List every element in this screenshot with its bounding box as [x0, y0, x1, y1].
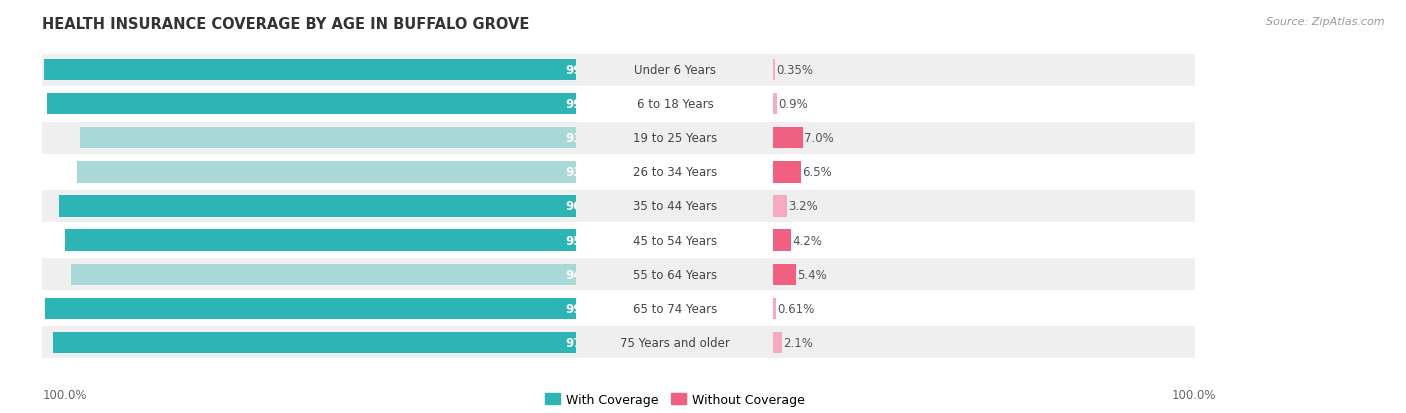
Legend: With Coverage, Without Coverage: With Coverage, Without Coverage	[540, 388, 810, 411]
Bar	[773, 60, 775, 81]
Bar	[42, 223, 576, 257]
Bar	[45, 298, 576, 319]
Bar	[773, 121, 1195, 156]
Bar	[42, 190, 576, 223]
Bar	[576, 121, 773, 156]
Text: 55 to 64 Years: 55 to 64 Years	[633, 268, 717, 281]
Bar	[576, 223, 773, 257]
Bar	[42, 325, 576, 359]
Bar	[773, 54, 1195, 88]
Bar	[773, 230, 792, 251]
Bar	[42, 54, 576, 88]
Text: 6 to 18 Years: 6 to 18 Years	[637, 98, 713, 111]
Bar	[773, 88, 1195, 121]
Bar	[44, 60, 576, 81]
Bar	[773, 292, 1195, 325]
Bar	[576, 292, 773, 325]
Text: Under 6 Years: Under 6 Years	[634, 64, 716, 77]
Text: 19 to 25 Years: 19 to 25 Years	[633, 132, 717, 145]
Text: 99.4%: 99.4%	[565, 302, 607, 315]
Text: 0.9%: 0.9%	[779, 98, 808, 111]
Bar	[773, 223, 1195, 257]
Text: 99.7%: 99.7%	[565, 64, 607, 77]
Bar	[576, 88, 773, 121]
Text: 2.1%: 2.1%	[783, 336, 813, 349]
Text: 5.4%: 5.4%	[797, 268, 827, 281]
Text: 4.2%: 4.2%	[793, 234, 823, 247]
Bar	[53, 332, 576, 353]
Bar	[773, 257, 1195, 292]
Text: 75 Years and older: 75 Years and older	[620, 336, 730, 349]
Bar	[42, 156, 576, 190]
Text: 93.0%: 93.0%	[565, 132, 606, 145]
Bar	[773, 196, 787, 217]
Bar	[42, 292, 576, 325]
Bar	[773, 94, 778, 115]
Text: 100.0%: 100.0%	[42, 388, 87, 401]
Text: 93.5%: 93.5%	[565, 166, 607, 179]
Text: 0.35%: 0.35%	[776, 64, 813, 77]
Bar	[77, 162, 576, 183]
Text: 94.6%: 94.6%	[565, 268, 607, 281]
Bar	[576, 156, 773, 190]
Bar	[773, 190, 1195, 223]
Bar	[773, 128, 803, 149]
Bar	[65, 230, 576, 251]
Text: 65 to 74 Years: 65 to 74 Years	[633, 302, 717, 315]
Bar	[576, 257, 773, 292]
Text: 96.8%: 96.8%	[565, 200, 607, 213]
Bar	[773, 332, 782, 353]
Text: 0.61%: 0.61%	[778, 302, 814, 315]
Text: HEALTH INSURANCE COVERAGE BY AGE IN BUFFALO GROVE: HEALTH INSURANCE COVERAGE BY AGE IN BUFF…	[42, 17, 530, 31]
Text: 7.0%: 7.0%	[804, 132, 834, 145]
Text: 26 to 34 Years: 26 to 34 Years	[633, 166, 717, 179]
Bar	[576, 54, 773, 88]
Bar	[42, 121, 576, 156]
Bar	[576, 325, 773, 359]
Text: 97.9%: 97.9%	[565, 336, 607, 349]
Bar	[42, 257, 576, 292]
Bar	[72, 264, 576, 285]
Bar	[42, 88, 576, 121]
Text: 99.1%: 99.1%	[565, 98, 607, 111]
Text: 45 to 54 Years: 45 to 54 Years	[633, 234, 717, 247]
Bar	[773, 162, 801, 183]
Bar	[46, 94, 576, 115]
Text: 100.0%: 100.0%	[1171, 388, 1216, 401]
Text: 3.2%: 3.2%	[789, 200, 818, 213]
Text: 35 to 44 Years: 35 to 44 Years	[633, 200, 717, 213]
Bar	[80, 128, 576, 149]
Bar	[576, 190, 773, 223]
Bar	[773, 156, 1195, 190]
Bar	[773, 264, 796, 285]
Text: Source: ZipAtlas.com: Source: ZipAtlas.com	[1267, 17, 1385, 26]
Bar	[59, 196, 576, 217]
Text: 95.8%: 95.8%	[565, 234, 607, 247]
Bar	[773, 298, 776, 319]
Text: 6.5%: 6.5%	[801, 166, 832, 179]
Bar	[773, 325, 1195, 359]
